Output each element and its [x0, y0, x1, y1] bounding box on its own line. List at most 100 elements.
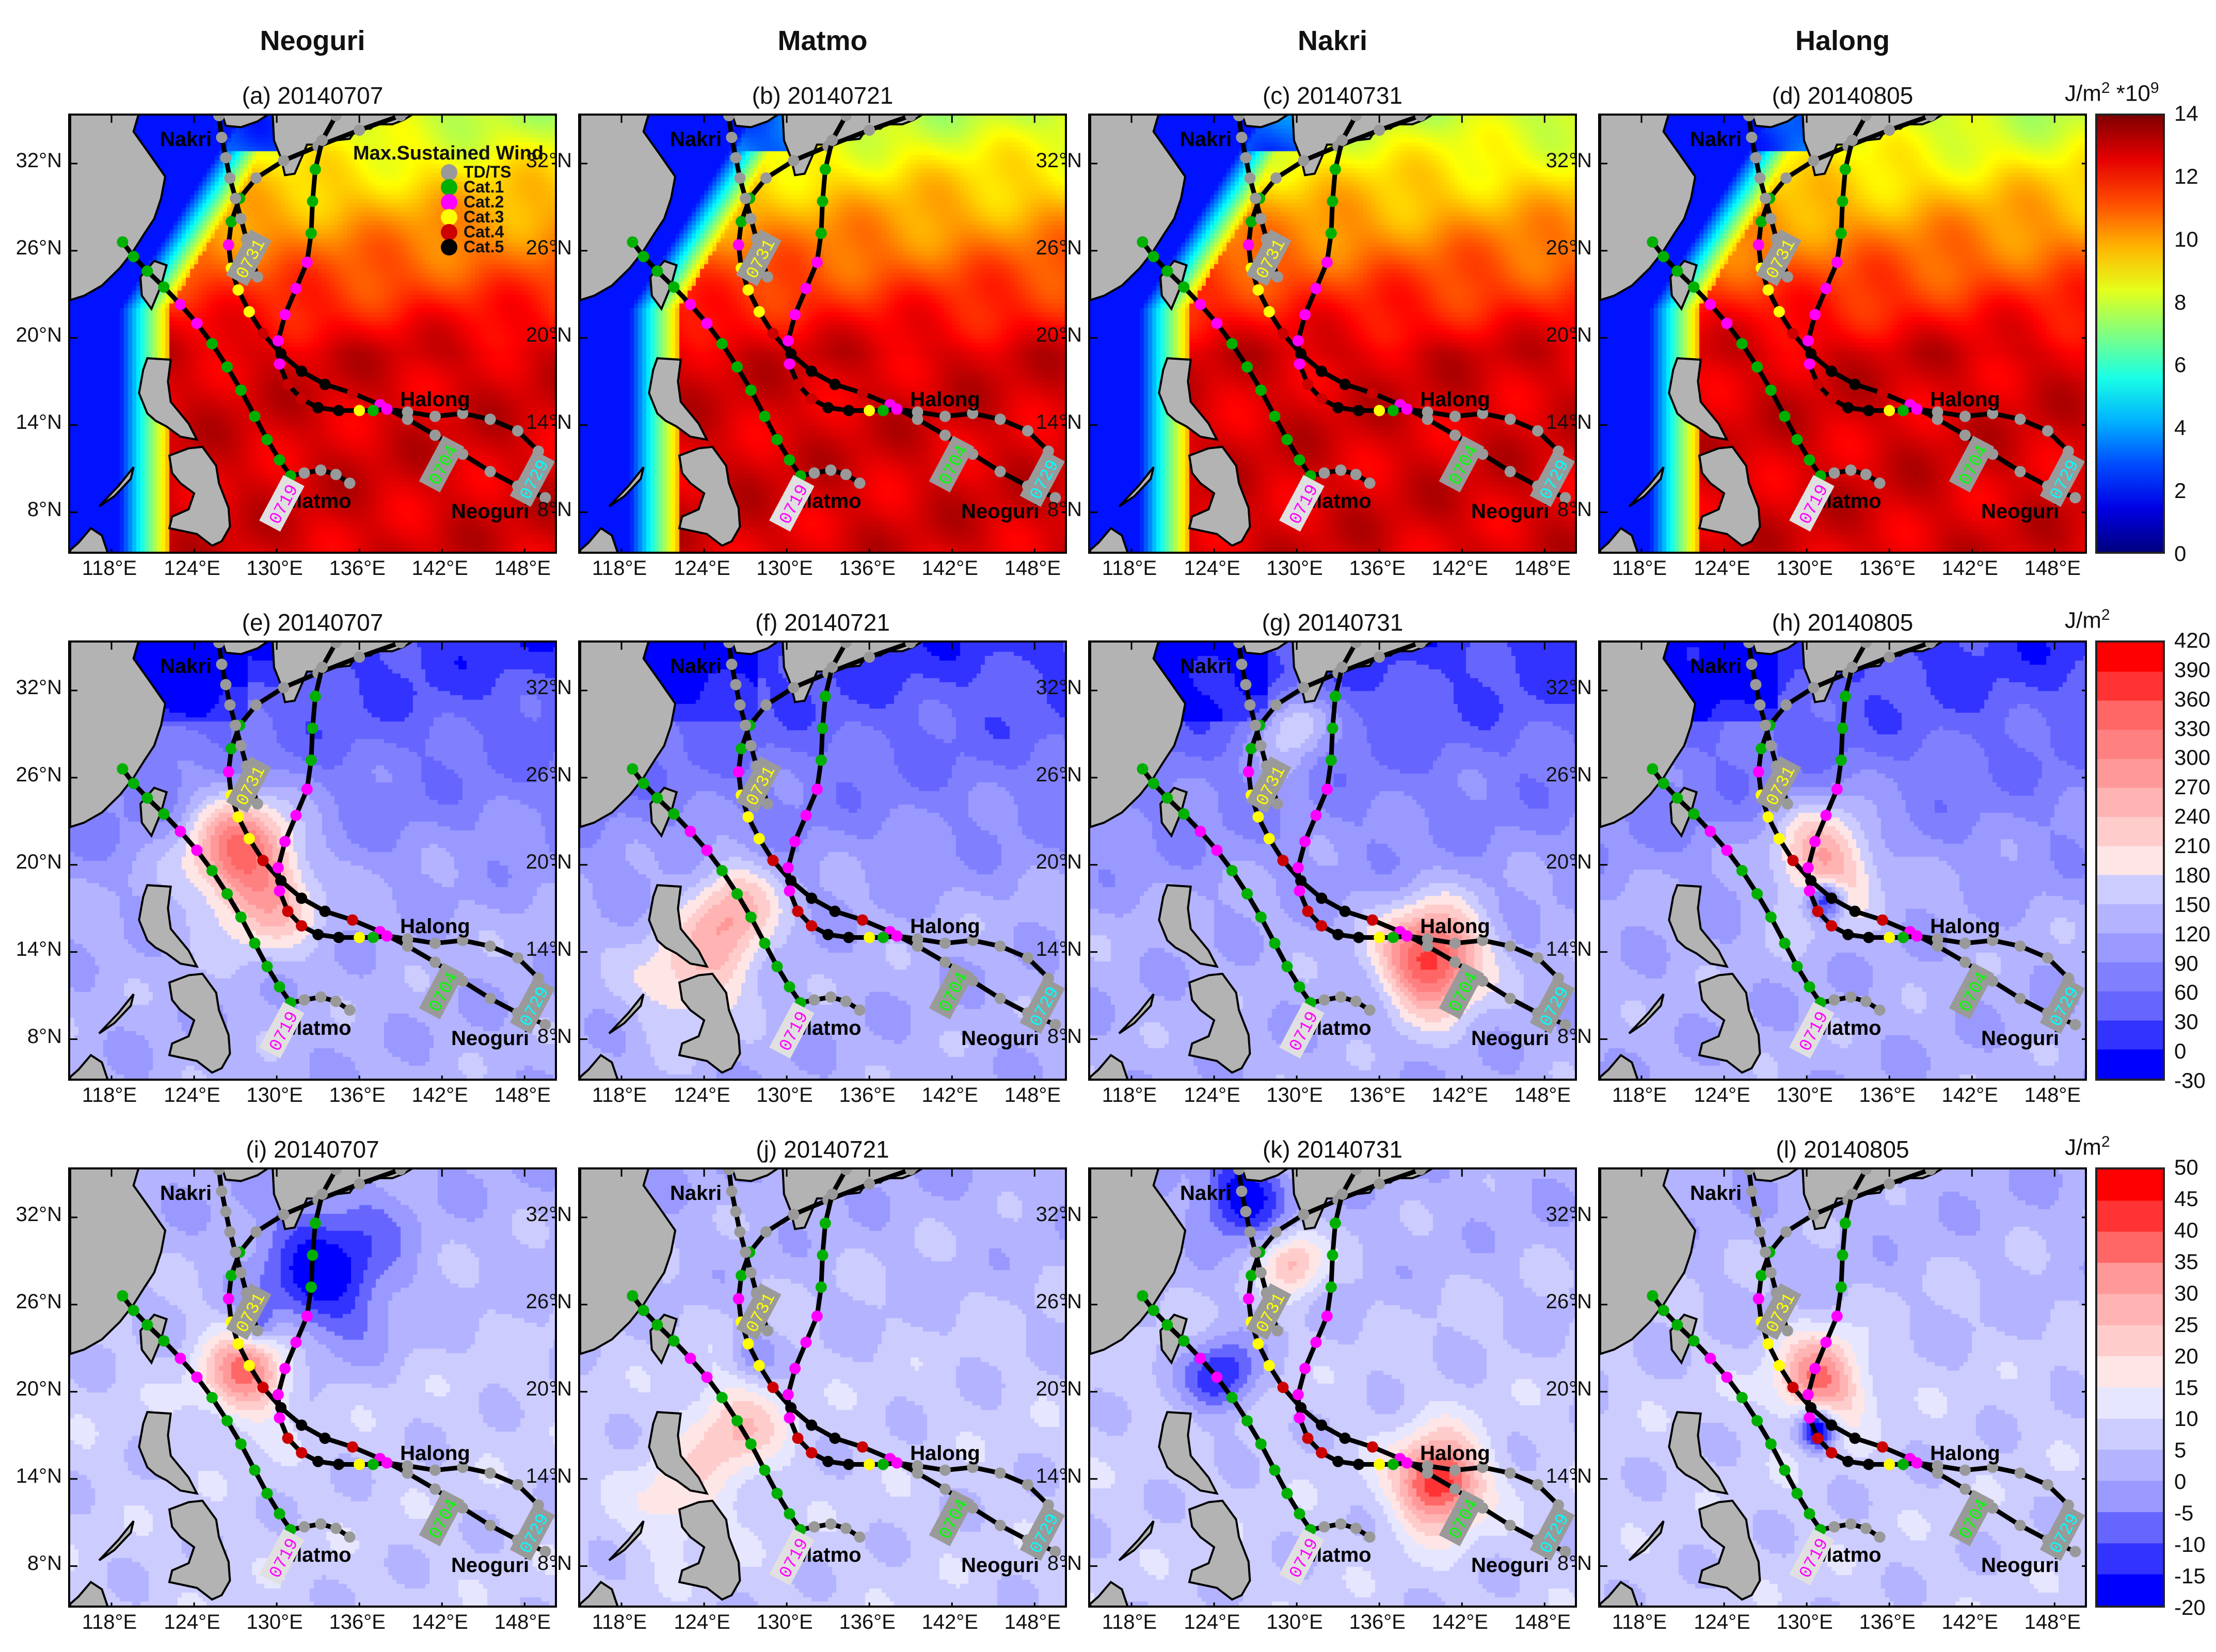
track-point — [1281, 960, 1293, 972]
land-mass — [1751, 1169, 1798, 1182]
panel-title: (f) 20140721 — [755, 609, 890, 636]
colorbar-tick-label: 10 — [2174, 1406, 2198, 1431]
track-point — [760, 172, 772, 184]
date-tag-background — [1279, 1529, 1325, 1586]
track-point — [1339, 1432, 1351, 1444]
track-point — [742, 284, 754, 296]
track-date-tag: 0704 — [1439, 963, 1485, 1020]
track-date-tag: 0731 — [1246, 229, 1292, 286]
track-point — [1270, 1226, 1282, 1238]
y-tick-label: 14°N — [1545, 410, 1592, 434]
track-point — [1837, 723, 1848, 734]
land-mass — [1628, 1520, 1665, 1561]
colorbar-tick-label: 2 — [2174, 478, 2187, 503]
track-point — [1839, 164, 1851, 175]
track-point — [296, 1419, 308, 1431]
track-point — [856, 914, 868, 926]
track-point — [1327, 196, 1338, 207]
track-point — [224, 172, 236, 184]
track-point — [864, 1458, 875, 1470]
track-point — [1161, 792, 1173, 804]
track-point — [1820, 283, 1832, 295]
y-tick-label: 26°N — [525, 1290, 572, 1313]
track-point — [1194, 1352, 1206, 1364]
track-point — [1504, 940, 1516, 952]
land-mass — [272, 643, 413, 703]
legend-marker-icon — [441, 179, 457, 196]
track-point — [1269, 410, 1281, 422]
y-tick-label: 8°N — [1557, 498, 1592, 521]
x-tick-label: 124°E — [1184, 1611, 1240, 1633]
land-mass — [138, 884, 199, 968]
track-point — [274, 981, 285, 993]
track-point — [806, 892, 818, 904]
track-point — [174, 1352, 186, 1364]
track-point — [939, 937, 951, 949]
track-point — [1242, 1293, 1254, 1305]
track-point — [344, 477, 356, 489]
land-mass — [1241, 1169, 1288, 1182]
track-point — [354, 1178, 365, 1190]
track-point — [1240, 679, 1252, 691]
track-point — [1244, 699, 1256, 711]
track-point — [1255, 1266, 1267, 1278]
x-tick-label: 148°E — [494, 1611, 551, 1633]
track-line-neoguri — [1246, 1169, 1567, 1554]
track-point — [1263, 1360, 1275, 1372]
track-point — [1049, 1019, 1061, 1031]
track-point — [1826, 393, 1838, 405]
track-point — [1366, 1441, 1378, 1453]
land-mass — [1628, 467, 1665, 507]
track-point — [806, 1419, 818, 1431]
track-point — [731, 888, 743, 900]
x-tick-label: 118°E — [82, 557, 137, 580]
y-tick-label: 14°N — [15, 410, 62, 434]
track-point — [1422, 1460, 1433, 1472]
land-mass — [678, 445, 741, 547]
track-point — [282, 378, 294, 390]
track-point — [1812, 905, 1824, 917]
track-point — [1241, 888, 1253, 900]
land-mass — [1188, 445, 1251, 547]
track-point — [1292, 335, 1304, 347]
track-point — [330, 116, 342, 121]
map-panel: Neoguri 0704 Halong 0729 Matmo 0719 Nakri 0731 — [1088, 114, 1577, 554]
track-point — [1809, 1362, 1821, 1374]
track-point — [1750, 679, 1762, 691]
track-point — [912, 1460, 923, 1472]
track-point — [1845, 991, 1857, 1003]
track-point — [278, 682, 290, 694]
track-point — [1787, 855, 1799, 867]
y-tick-label: 14°N — [1545, 1464, 1592, 1487]
track-point — [1325, 1281, 1337, 1293]
track-point — [309, 1217, 321, 1229]
y-tick-label: 26°N — [525, 236, 572, 259]
land-mass — [1600, 526, 1639, 552]
track-point — [843, 932, 855, 943]
track-point — [1808, 155, 1820, 167]
track-point — [1374, 1178, 1385, 1190]
x-tick-label: 124°E — [164, 557, 220, 580]
track-point — [1246, 743, 1257, 755]
track-point — [994, 1519, 1006, 1531]
track-point — [1657, 778, 1669, 790]
land-mass — [580, 643, 677, 828]
track-point — [1812, 378, 1824, 390]
track-date-tag: 0704 — [1949, 1489, 1995, 1547]
land-mass — [1090, 116, 1187, 301]
track-point — [1754, 172, 1766, 184]
track-point — [806, 920, 818, 932]
land-mass — [648, 357, 709, 441]
track-point — [1270, 699, 1282, 711]
track-point — [684, 825, 696, 837]
track-point — [484, 992, 496, 1004]
track-point — [651, 265, 663, 277]
track-point — [1808, 682, 1820, 694]
x-tick-label: 136°E — [1859, 1611, 1916, 1633]
track-point — [1925, 116, 1937, 121]
x-tick-label: 118°E — [1612, 1084, 1667, 1106]
y-tick-label: 14°N — [1035, 410, 1082, 434]
track-point — [1504, 1467, 1516, 1479]
legend-title: Max.Sustained Wind — [353, 142, 544, 164]
